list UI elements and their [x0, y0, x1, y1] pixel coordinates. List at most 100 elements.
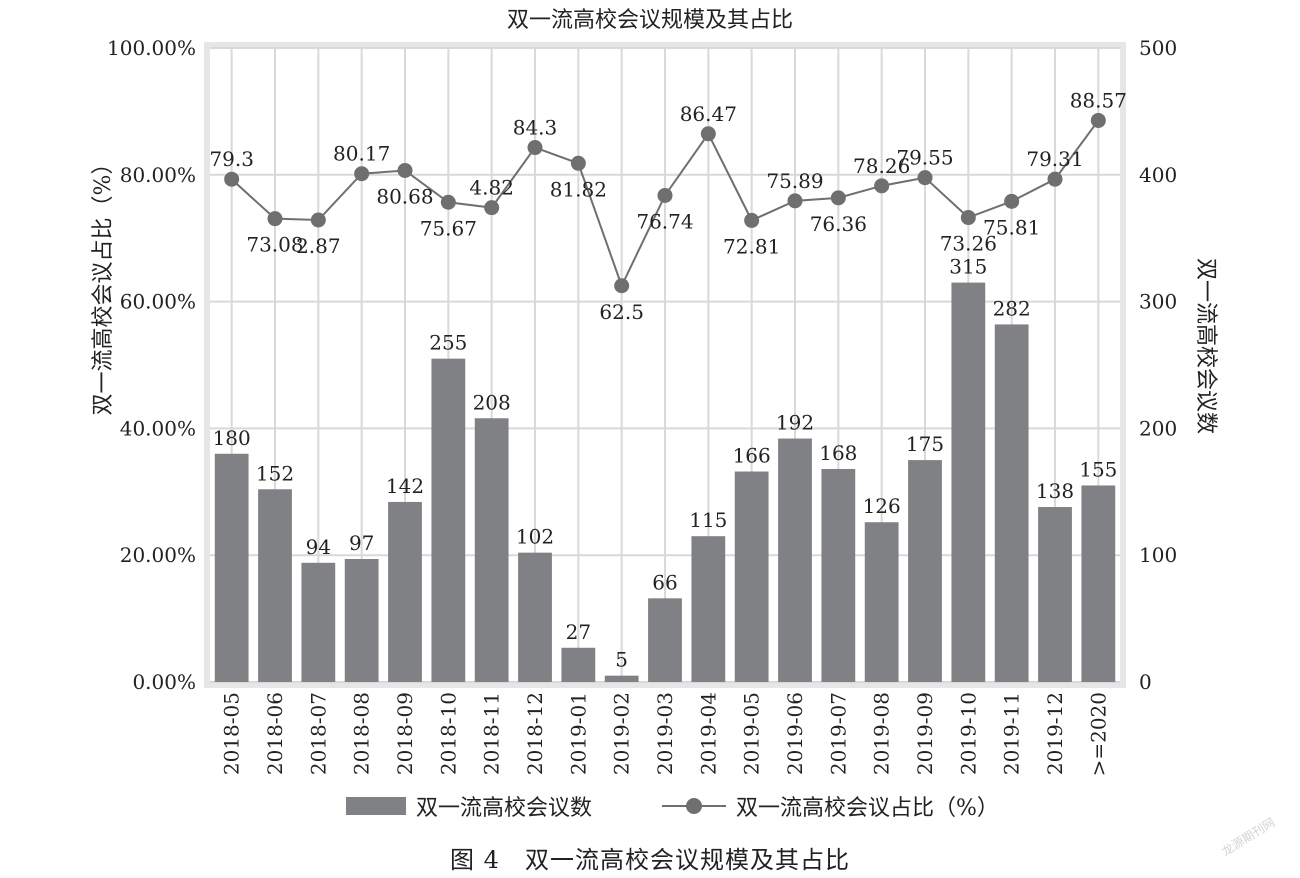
right-tick-label: 400: [1139, 163, 1177, 187]
left-tick-label: 0.00%: [132, 670, 196, 694]
left-tick-label: 40.00%: [120, 416, 196, 440]
x-tick-label: 2019-11: [1000, 692, 1024, 775]
left-tick-label: 20.00%: [120, 543, 196, 567]
x-tick-label: 2019-04: [696, 692, 720, 775]
share-value-label: 62.5: [599, 300, 644, 324]
right-tick-label: 300: [1139, 290, 1177, 314]
x-tick-label: 2019-12: [1043, 692, 1067, 775]
share-value-label: 84.3: [513, 116, 558, 140]
bar-value-label: 66: [652, 570, 677, 594]
line-series: [224, 112, 1106, 294]
axis-ticks: 0.00% 20.00% 40.00% 60.00% 80.00% 100.00% 0 100…: [107, 36, 1177, 776]
bar-value-label: 192: [776, 411, 814, 435]
share-value-label: 75.89: [766, 169, 823, 193]
share-point-2019-06: [787, 193, 803, 209]
share-value-label: 75.67: [420, 216, 477, 240]
share-point-2019-12: [1047, 171, 1063, 187]
share-value-label: 79.31: [1026, 147, 1083, 171]
share-point-2018-10: [440, 194, 456, 210]
legend-bar-label: 双一流高校会议数: [416, 796, 593, 821]
share-point-2019-08: [874, 178, 890, 194]
bar-value-label: 142: [386, 474, 424, 498]
bar-value-label: 282: [993, 296, 1031, 320]
bar-2019-07: [821, 468, 856, 682]
bar-value-label: 138: [1036, 479, 1074, 503]
bar-value-label: 166: [733, 444, 771, 468]
bar->=2020: [1081, 485, 1116, 682]
share-value-label: 88.57: [1070, 88, 1127, 112]
bar-2018-06: [258, 489, 292, 682]
share-value-label: 80.17: [333, 142, 390, 166]
bar-value-label: 115: [689, 508, 727, 532]
legend-item-line: 双一流高校会议占比（%）: [662, 790, 999, 822]
bar-2019-03: [648, 598, 682, 682]
right-tick-label: 100: [1139, 543, 1177, 567]
share-point->=2020: [1090, 112, 1106, 128]
x-tick-label: 2019-06: [783, 692, 807, 775]
x-tick-label: 2018-12: [523, 692, 547, 775]
share-value-label: 76.74: [636, 209, 693, 233]
bar-value-label: 94: [306, 535, 331, 559]
bar-2018-07: [301, 562, 336, 682]
left-tick-label: 60.00%: [120, 290, 196, 314]
share-point-2018-12: [527, 140, 543, 156]
x-tick-label: 2018-08: [350, 692, 374, 775]
legend-line-swatch: [662, 796, 726, 816]
bar-2018-09: [388, 501, 422, 682]
share-value-label: 79.55: [896, 146, 953, 170]
x-tick-label: 2019-03: [653, 692, 677, 775]
bar-value-label: 180: [213, 426, 251, 450]
right-tick-label: 0: [1139, 670, 1152, 694]
bar-2018-12: [518, 552, 552, 682]
bar-2019-12: [1038, 507, 1072, 682]
bar-series: [214, 282, 1116, 682]
share-value-label: 78.26: [853, 154, 910, 178]
share-point-2019-09: [917, 170, 933, 186]
chart-title: 双一流高校会议规模及其占比: [506, 8, 793, 33]
share-value-label: 73.08: [246, 233, 303, 257]
plot-border: [204, 42, 1126, 688]
share-value-label: 4.82: [469, 176, 514, 200]
x-tick-label: 2018-11: [480, 692, 504, 775]
bar-value-label: 155: [1079, 457, 1117, 481]
bar-2019-11: [994, 324, 1029, 682]
x-tick-label: 2019-09: [913, 692, 937, 775]
share-point-2019-05: [744, 212, 760, 228]
bar-2019-05: [734, 471, 769, 682]
share-value-label: 76.36: [810, 212, 867, 236]
bar-2019-02: [604, 675, 639, 682]
share-point-2019-07: [830, 190, 846, 206]
bar-2018-11: [474, 418, 509, 682]
bar-2019-09: [908, 460, 942, 682]
bar-2018-08: [344, 559, 379, 682]
bar-2019-06: [778, 438, 812, 682]
right-tick-label: 200: [1139, 416, 1177, 440]
share-point-2019-03: [657, 187, 673, 203]
left-tick-label: 80.00%: [120, 163, 196, 187]
bar-value-label: 208: [473, 390, 511, 414]
plot-frame: [204, 42, 1126, 688]
bar-2019-10: [951, 282, 986, 682]
share-point-2019-11: [1004, 193, 1020, 209]
share-point-2019-02: [614, 278, 630, 294]
share-point-2018-07: [310, 212, 326, 228]
x-tick-label: 2019-08: [870, 692, 894, 775]
share-value-label: 72.81: [723, 234, 780, 258]
legend-bar-swatch: [346, 797, 406, 815]
bar-value-label: 152: [256, 461, 294, 485]
left-tick-label: 100.00%: [107, 36, 196, 60]
x-tick-label: 2019-05: [740, 692, 764, 775]
bar-value-label: 5: [615, 648, 628, 672]
share-point-2019-01: [570, 155, 586, 171]
share-point-2018-06: [267, 211, 283, 227]
x-tick-label: 2018-06: [263, 692, 287, 775]
x-tick-label: 2018-05: [220, 692, 244, 775]
share-point-2018-11: [484, 200, 500, 216]
x-tick-label: 2018-09: [393, 692, 417, 775]
bar-value-label: 126: [863, 494, 901, 518]
share-point-2019-10: [960, 210, 976, 226]
share-value-label: 75.81: [983, 215, 1040, 239]
bar-value-label: 102: [516, 525, 554, 549]
